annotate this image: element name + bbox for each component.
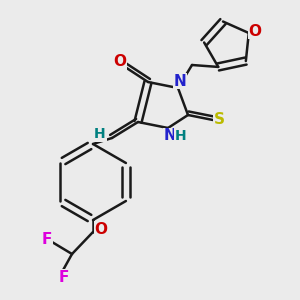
Text: O: O [248,23,261,38]
Text: O: O [94,221,107,236]
Text: S: S [214,112,224,127]
Text: H: H [175,129,187,143]
Text: F: F [59,269,69,284]
Text: F: F [42,232,52,247]
Text: H: H [94,127,106,141]
Text: N: N [164,128,176,143]
Text: O: O [113,55,127,70]
Text: N: N [174,74,186,88]
